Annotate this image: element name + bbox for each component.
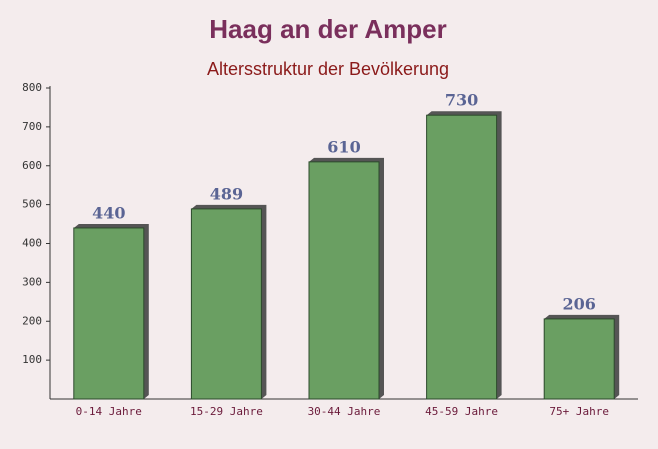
value-label: 206	[562, 294, 595, 313]
x-tick-label: 45-59 Jahre	[425, 405, 498, 418]
bar	[543, 318, 615, 400]
chart-title: Haag an der Amper	[209, 14, 446, 44]
y-tick-label: 300	[22, 275, 42, 288]
y-tick-label: 500	[22, 198, 42, 211]
y-tick-label: 800	[22, 81, 42, 94]
x-tick-label: 15-29 Jahre	[190, 405, 263, 418]
value-label: 440	[92, 203, 125, 222]
bar	[426, 114, 498, 400]
value-label: 610	[327, 137, 360, 156]
y-tick-label: 200	[22, 314, 42, 327]
chart-subtitle: Altersstruktur der Bevölkerung	[207, 59, 449, 79]
value-label: 489	[210, 184, 243, 203]
bar	[190, 208, 262, 400]
x-tick-label: 75+ Jahre	[549, 405, 609, 418]
bar	[308, 161, 380, 400]
bar	[73, 227, 145, 400]
value-label: 730	[445, 91, 478, 110]
x-tick-label: 30-44 Jahre	[308, 405, 381, 418]
x-tick-label: 0-14 Jahre	[76, 405, 142, 418]
y-tick-label: 100	[22, 353, 42, 366]
y-tick-label: 400	[22, 237, 42, 250]
y-tick-label: 700	[22, 120, 42, 133]
y-tick-label: 600	[22, 159, 42, 172]
